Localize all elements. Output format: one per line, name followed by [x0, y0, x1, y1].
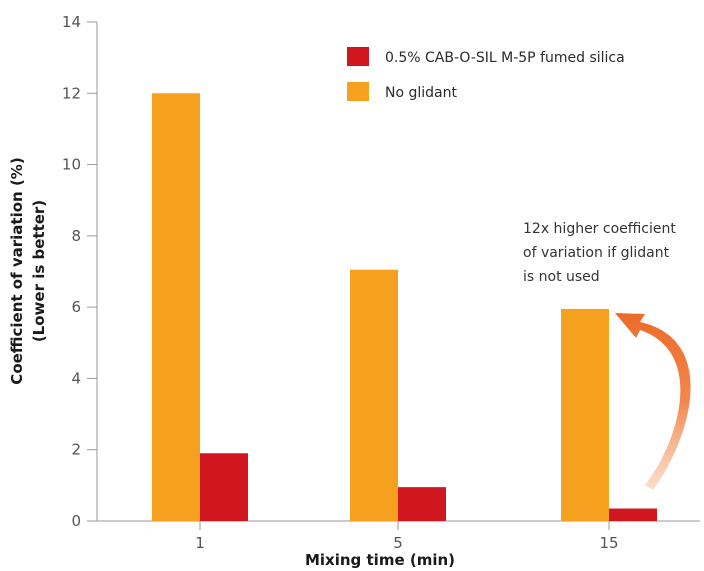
legend-label-no-glidant: No glidant — [385, 85, 457, 101]
legend: 0.5% CAB-O-SIL M-5P fumed silica No glid… — [347, 47, 625, 101]
bar-silica-15 — [609, 508, 657, 521]
legend-label-silica: 0.5% CAB-O-SIL M-5P fumed silica — [385, 50, 625, 66]
y-tick-label: 14 — [62, 13, 81, 31]
y-axis-title-line-2: (Lower is better) — [30, 200, 48, 342]
y-tick-label: 4 — [71, 369, 81, 387]
y-tick-label: 2 — [71, 441, 81, 459]
annotation-line-3: is not used — [523, 269, 600, 285]
curved-arrow — [615, 313, 691, 490]
y-tick-label: 12 — [62, 84, 81, 102]
y-ticks: 0 2 4 6 8 10 12 14 — [62, 13, 97, 530]
bar-silica-5 — [398, 487, 446, 521]
bar-silica-1 — [200, 453, 248, 521]
y-tick-label: 6 — [71, 298, 81, 316]
bars — [152, 93, 657, 522]
legend-swatch-silica — [347, 47, 369, 66]
legend-swatch-no-glidant — [347, 82, 369, 101]
bar-no-glidant-1 — [152, 93, 200, 522]
y-tick-label: 8 — [71, 227, 81, 245]
bar-no-glidant-15 — [561, 308, 609, 521]
y-axis-title-line-1: Coefficient of variation (%) — [8, 157, 26, 384]
bar-no-glidant-5 — [350, 269, 398, 521]
annotation-line-2: of variation if glidant — [523, 245, 670, 261]
x-ticks: 1 5 15 — [195, 521, 619, 552]
y-tick-label: 0 — [71, 512, 81, 530]
annotation-line-1: 12x higher coefficient — [523, 221, 676, 237]
x-tick-label: 5 — [393, 534, 403, 552]
x-axis-title: Mixing time (min) — [305, 551, 455, 569]
x-tick-label: 1 — [195, 534, 205, 552]
annotation: 12x higher coefficient of variation if g… — [523, 221, 691, 490]
y-tick-label: 10 — [62, 156, 81, 174]
x-tick-label: 15 — [599, 534, 618, 552]
